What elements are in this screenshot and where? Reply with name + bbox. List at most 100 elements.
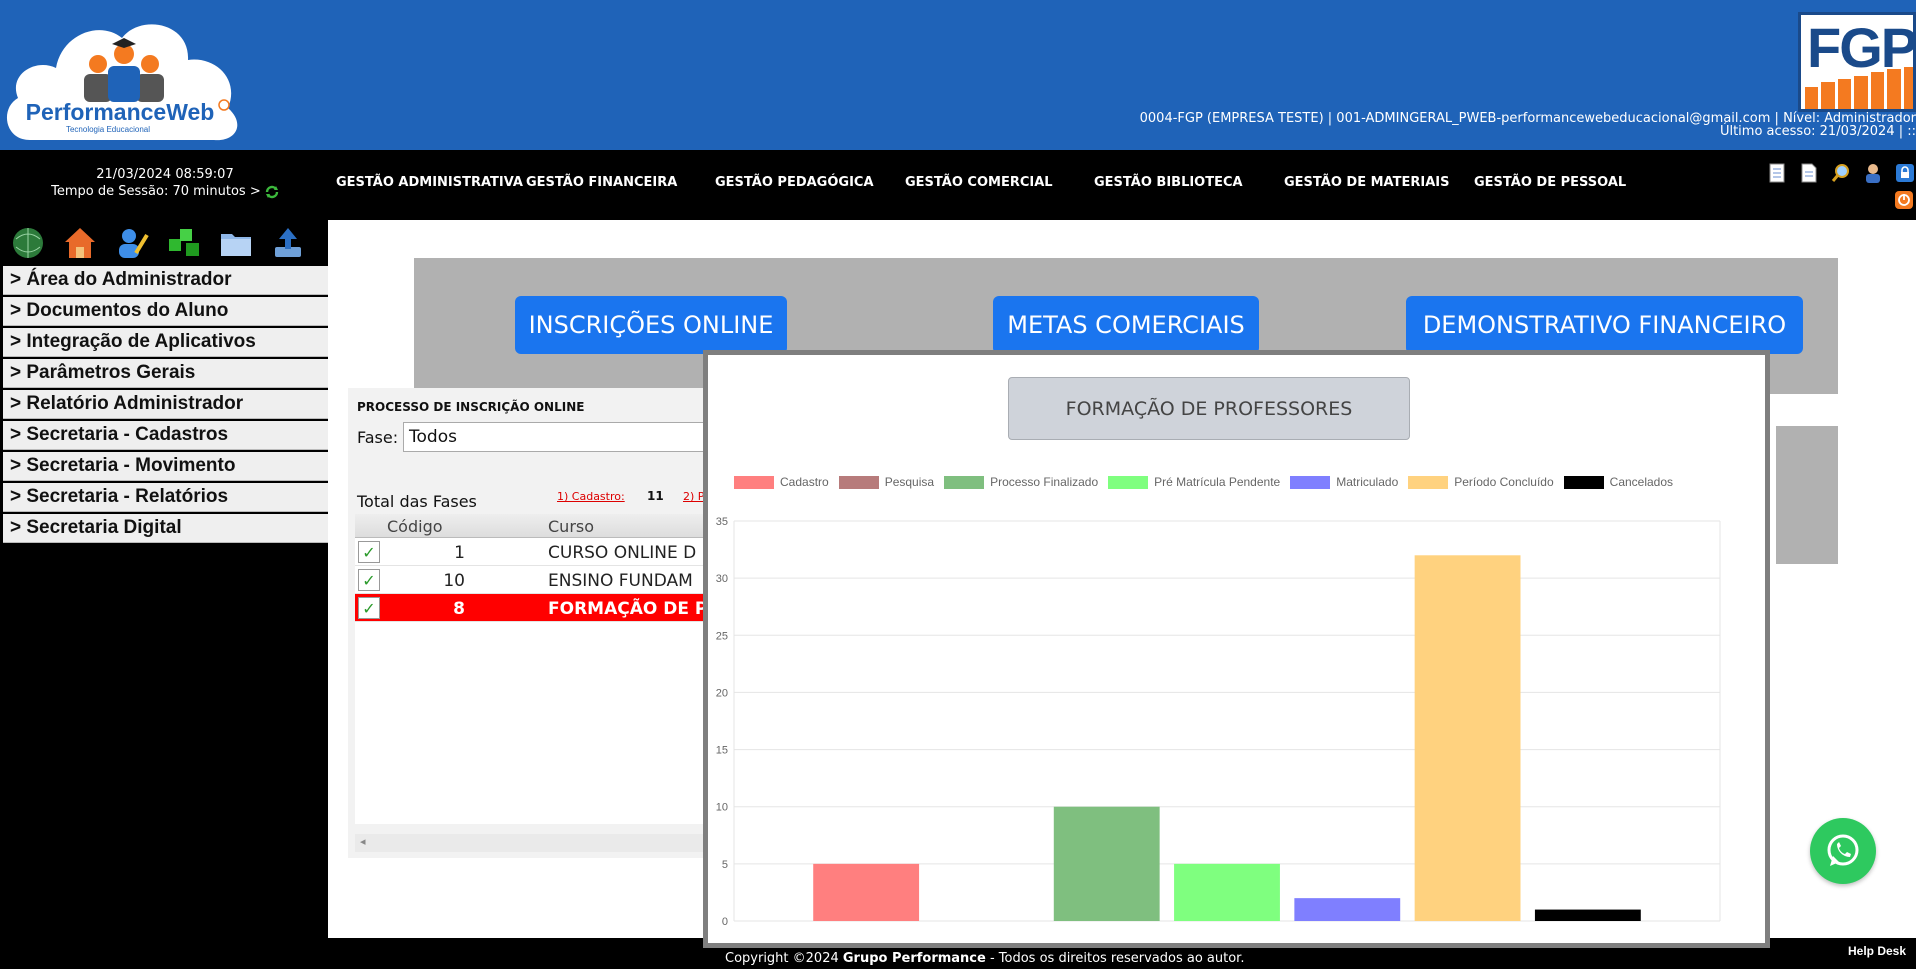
sidebar-item-parametros-gerais[interactable]: > Parâmetros Gerais — [3, 359, 329, 388]
nav-gestao-comercial[interactable]: GESTÃO COMERCIAL — [905, 175, 1053, 190]
row-curso: ENSINO FUNDAM — [548, 571, 693, 591]
document-icon[interactable] — [1766, 162, 1788, 184]
nav-gestao-pedagogica[interactable]: GESTÃO PEDAGÓGICA — [715, 175, 874, 190]
legend-swatch — [1290, 475, 1331, 489]
session-datetime: 21/03/2024 08:59:07 — [96, 167, 234, 182]
courses-table: Código Curso ✓ 1 CURSO ONLINE D ✓ 10 ENS… — [355, 514, 748, 824]
modules-icon[interactable] — [166, 225, 202, 261]
y-tick-label: 15 — [716, 745, 728, 757]
user-info-line: 0004-FGP (EMPRESA TESTE) | 001-ADMINGERA… — [1139, 111, 1916, 126]
legend-label: Pré Matrícula Pendente — [1154, 475, 1281, 489]
table-row[interactable]: ✓ 1 CURSO ONLINE D — [355, 538, 748, 566]
legend-swatch — [838, 475, 879, 489]
legend-label: Matriculado — [1336, 475, 1399, 489]
legend-item[interactable]: Período Concluído — [1408, 475, 1554, 489]
checkbox-checked-icon[interactable]: ✓ — [358, 597, 380, 619]
home-icon[interactable] — [62, 225, 98, 261]
bar-pre-matricula-pendente[interactable] — [1174, 863, 1280, 921]
bar-processo-finalizado[interactable] — [1053, 806, 1160, 921]
demonstrativo-financeiro-button[interactable]: DEMONSTRATIVO FINANCEIRO — [1406, 296, 1803, 354]
horizontal-scrollbar[interactable]: ◂ — [355, 834, 748, 852]
inscricoes-online-button[interactable]: INSCRIÇÕES ONLINE — [515, 296, 787, 354]
row-code: 10 — [443, 571, 465, 591]
brand-name: PerformanceWeb — [26, 99, 215, 125]
session-time: Tempo de Sessão: 70 minutos > — [51, 184, 261, 199]
search-icon[interactable] — [1830, 162, 1852, 184]
fgp-logo: FGP — [1798, 12, 1916, 112]
legend-label: Período Concluído — [1454, 475, 1554, 489]
row-code: 1 — [454, 543, 465, 563]
sidebar-menu: > Área do Administrador > Documentos do … — [0, 266, 329, 543]
row-curso: CURSO ONLINE D — [548, 543, 697, 563]
bar-cancelados[interactable] — [1534, 909, 1641, 921]
legend-item[interactable]: Pré Matrícula Pendente — [1108, 475, 1280, 489]
refresh-icon[interactable] — [265, 185, 279, 199]
bar-cadastro[interactable] — [813, 863, 920, 921]
top-navigation: 21/03/2024 08:59:07 Tempo de Sessão: 70 … — [0, 150, 1916, 220]
legend-swatch — [1408, 475, 1449, 489]
y-tick-label: 5 — [722, 859, 728, 871]
nav-gestao-biblioteca[interactable]: GESTÃO BIBLIOTECA — [1094, 175, 1243, 190]
process-title: PROCESSO DE INSCRIÇÃO ONLINE — [357, 400, 585, 414]
bar-matriculado[interactable] — [1294, 898, 1401, 921]
legend-item[interactable]: Matriculado — [1290, 475, 1398, 489]
copyright-text: Copyright ©2024 Grupo Performance - Todo… — [725, 951, 1244, 966]
legend-item[interactable]: Cadastro — [734, 475, 829, 489]
sidebar-item-documentos-aluno[interactable]: > Documentos do Aluno — [3, 297, 329, 326]
sidebar-item-secretaria-relatorios[interactable]: > Secretaria - Relatórios — [3, 483, 329, 512]
copyright-prefix: Copyright ©2024 — [725, 951, 843, 966]
whatsapp-icon — [1827, 834, 1859, 866]
lock-icon[interactable] — [1894, 162, 1916, 184]
bar-periodo-concluido[interactable] — [1414, 555, 1521, 921]
legend-label: Pesquisa — [884, 475, 935, 489]
process-panel: PROCESSO DE INSCRIÇÃO ONLINE Fase: Todos… — [348, 388, 748, 858]
sidebar-item-secretaria-digital[interactable]: > Secretaria Digital — [3, 514, 329, 543]
checkbox-checked-icon[interactable]: ✓ — [358, 541, 380, 563]
scroll-left-icon[interactable]: ◂ — [360, 835, 366, 848]
page-icon[interactable] — [1798, 162, 1820, 184]
sidebar-item-secretaria-movimento[interactable]: > Secretaria - Movimento — [3, 452, 329, 481]
sidebar-item-secretaria-cadastros[interactable]: > Secretaria - Cadastros — [3, 421, 329, 450]
last-access-line: Último acesso: 21/03/2024 | :: — [1719, 124, 1916, 139]
sidebar-item-integracao-aplicativos[interactable]: > Integração de Aplicativos — [3, 328, 329, 357]
performanceweb-logo[interactable]: PerformanceWeb Tecnologia Educacional — [0, 8, 250, 148]
nav-gestao-financeira[interactable]: GESTÃO FINANCEIRA — [526, 175, 678, 190]
y-tick-label: 0 — [722, 916, 728, 928]
legend-item[interactable]: Cancelados — [1563, 475, 1673, 489]
nav-gestao-pessoal[interactable]: GESTÃO DE PESSOAL — [1474, 175, 1627, 190]
sidebar-item-relatorio-administrador[interactable]: > Relatório Administrador — [3, 390, 329, 419]
y-tick-label: 30 — [716, 573, 728, 585]
globe-icon[interactable] — [10, 225, 46, 261]
whatsapp-button[interactable] — [1810, 818, 1876, 884]
metas-comerciais-button[interactable]: METAS COMERCIAIS — [993, 296, 1259, 354]
legend-label: Processo Finalizado — [990, 475, 1099, 489]
column-header-curso[interactable]: Curso — [548, 517, 595, 536]
user-icon[interactable] — [1862, 162, 1884, 184]
row-curso: FORMAÇÃO DE P — [548, 599, 708, 619]
fase-select[interactable]: Todos — [403, 422, 748, 452]
copyright-company: Grupo Performance — [842, 951, 986, 966]
fase-label: Fase: — [357, 428, 399, 447]
y-tick-label: 35 — [716, 516, 728, 528]
sidebar-item-area-administrador[interactable]: > Área do Administrador — [3, 266, 329, 295]
legend-item[interactable]: Pesquisa — [838, 475, 935, 489]
nav-gestao-administrativa[interactable]: GESTÃO ADMINISTRATIVA — [336, 175, 523, 190]
legend-item[interactable]: Processo Finalizado — [944, 475, 1098, 489]
dashboard-side-panel — [1776, 426, 1838, 564]
helpdesk-link[interactable]: Help Desk — [1848, 944, 1907, 958]
header: PerformanceWeb Tecnologia Educacional FG… — [0, 0, 1916, 150]
row-code: 8 — [453, 599, 465, 619]
brand-tagline: Tecnologia Educacional — [66, 125, 150, 134]
upload-icon[interactable] — [270, 225, 306, 261]
table-row[interactable]: ✓ 10 ENSINO FUNDAM — [355, 566, 748, 594]
checkbox-checked-icon[interactable]: ✓ — [358, 569, 380, 591]
power-icon[interactable] — [1894, 190, 1914, 210]
folder-icon[interactable] — [218, 225, 254, 261]
chart-title-button[interactable]: FORMAÇÃO DE PROFESSORES — [1008, 377, 1410, 440]
table-row-selected[interactable]: ✓ 8 FORMAÇÃO DE P — [355, 594, 748, 622]
legend-label: Cadastro — [780, 475, 829, 489]
column-header-codigo[interactable]: Código — [387, 517, 443, 536]
cadastro-phase-link[interactable]: 1) Cadastro: — [557, 490, 625, 503]
user-edit-icon[interactable] — [114, 225, 150, 261]
nav-gestao-materiais[interactable]: GESTÃO DE MATERIAIS — [1284, 175, 1450, 190]
